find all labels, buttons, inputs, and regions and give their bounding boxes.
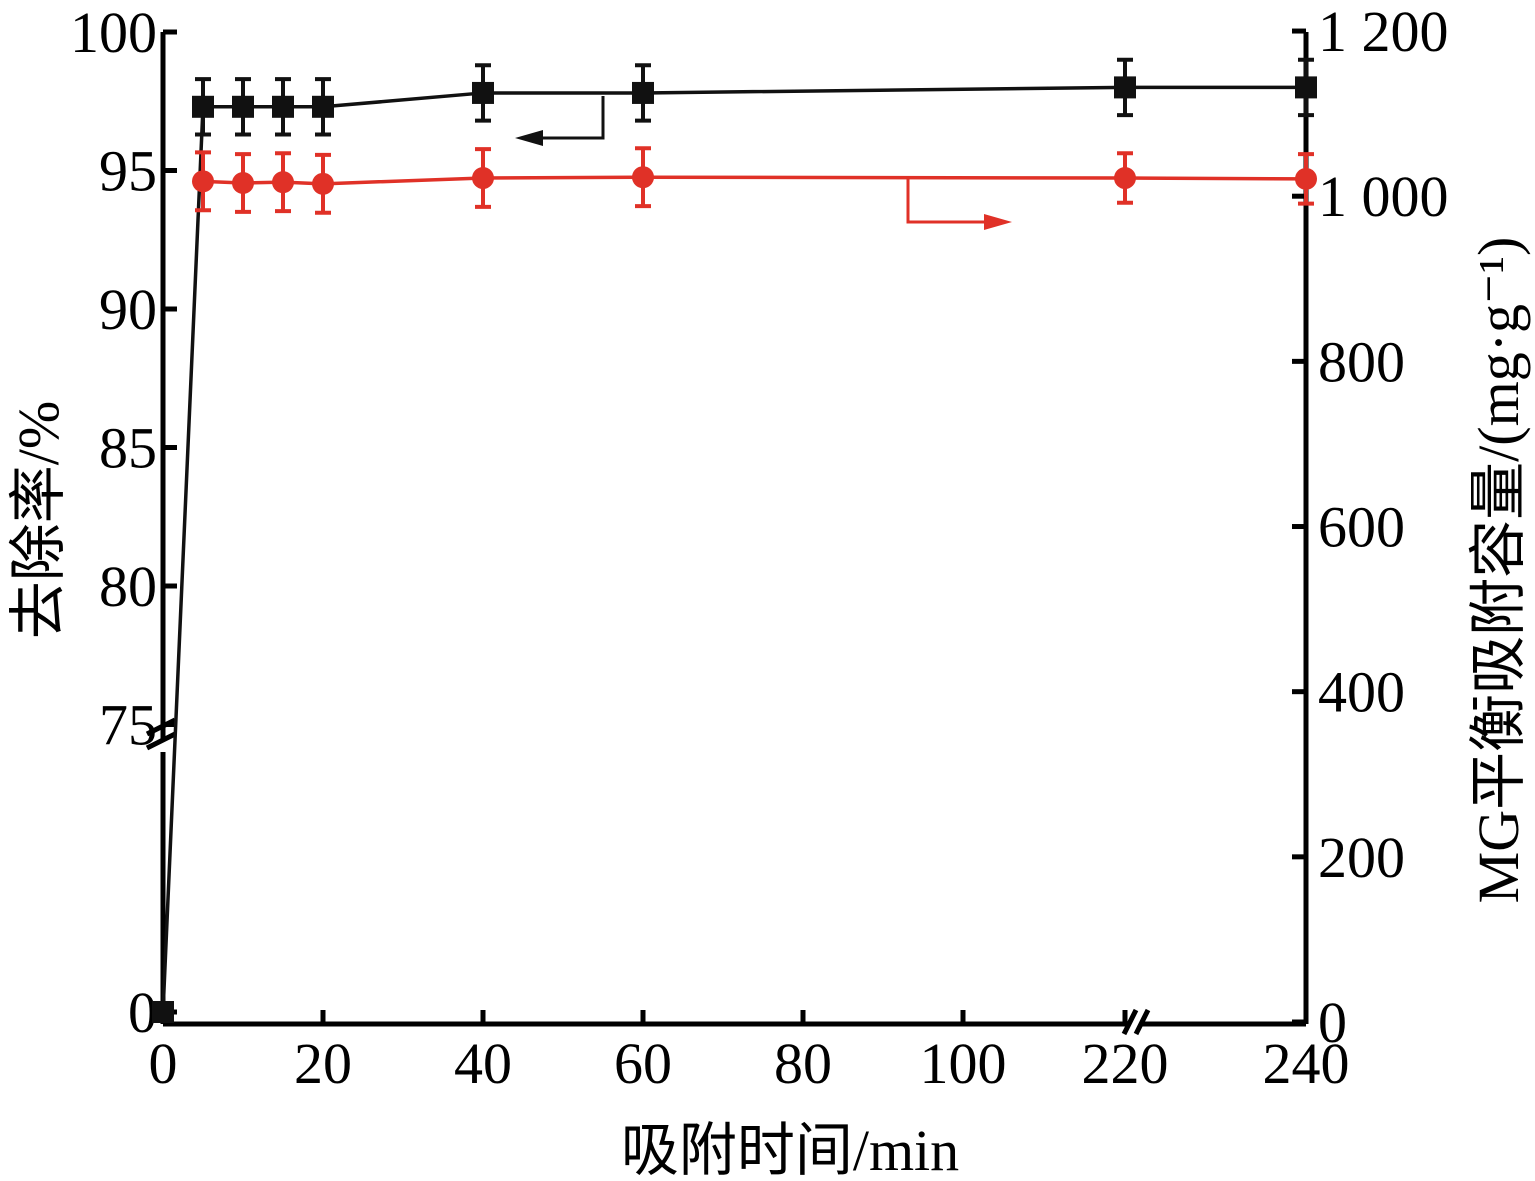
series-line-1 xyxy=(161,85,1306,1013)
data-point-circle xyxy=(232,171,254,194)
y-left-tick-label: 90 xyxy=(99,277,157,342)
data-point-square xyxy=(272,95,294,118)
y-left-tick-label: 80 xyxy=(99,554,157,619)
y-right-tick-label: 400 xyxy=(1318,660,1405,725)
data-point-square xyxy=(192,95,214,118)
y-left-tick-label: 95 xyxy=(99,139,157,204)
x-axis-title: 吸附时间/min xyxy=(621,1118,959,1181)
data-point-square xyxy=(312,95,334,118)
data-point-square xyxy=(1295,76,1317,99)
data-point-circle xyxy=(272,171,294,194)
x-tick-label: 40 xyxy=(454,1031,512,1096)
data-point-circle xyxy=(632,166,654,189)
y-right-tick-label: 600 xyxy=(1318,495,1405,560)
data-point-square xyxy=(632,81,654,104)
data-point-circle xyxy=(312,172,334,195)
y-left-tick-label: 85 xyxy=(99,416,157,481)
y-right-tick-label: 200 xyxy=(1318,825,1405,890)
x-tick-label: 220 xyxy=(1082,1031,1169,1096)
y-left-tick-label: 75 xyxy=(99,693,157,758)
y-right-tick-label: 1 000 xyxy=(1318,164,1449,229)
y-right-tick-label: 800 xyxy=(1318,329,1405,394)
left-axis-pointer-arrowhead xyxy=(515,130,543,146)
right-axis-pointer-line xyxy=(906,176,990,224)
x-tick-label: 100 xyxy=(920,1031,1007,1096)
x-tick-label: 80 xyxy=(774,1031,832,1096)
series-layer xyxy=(152,57,1317,1023)
data-point-circle xyxy=(192,170,214,193)
right-axis-pointer-arrowhead xyxy=(984,214,1012,230)
annotations xyxy=(515,96,1012,230)
data-point-square xyxy=(232,95,254,118)
y-right-tick-label: 1 200 xyxy=(1318,0,1449,64)
series-line-2 xyxy=(202,175,1307,186)
y-right-tick-label: 0 xyxy=(1318,990,1347,1055)
x-axis-break-mark xyxy=(1121,1008,1151,1036)
data-point-circle xyxy=(1114,167,1136,190)
y-left-axis-title: 去除率/% xyxy=(6,401,71,639)
y-right-axis-title: MG平衡吸附容量/(mg·g⁻¹) xyxy=(1466,237,1531,904)
left-axis-pointer-line xyxy=(530,96,605,140)
data-point-circle xyxy=(472,167,494,190)
data-point-square xyxy=(1114,76,1136,99)
y-left-tick-label: 100 xyxy=(70,0,157,65)
data-point-square xyxy=(152,1001,174,1023)
data-point-square xyxy=(472,81,494,104)
x-tick-label: 20 xyxy=(294,1031,352,1096)
x-tick-label: 240 xyxy=(1263,1031,1350,1096)
x-tick-label: 60 xyxy=(614,1031,672,1096)
data-point-circle xyxy=(1295,167,1317,190)
x-tick-label: 0 xyxy=(149,1031,178,1096)
